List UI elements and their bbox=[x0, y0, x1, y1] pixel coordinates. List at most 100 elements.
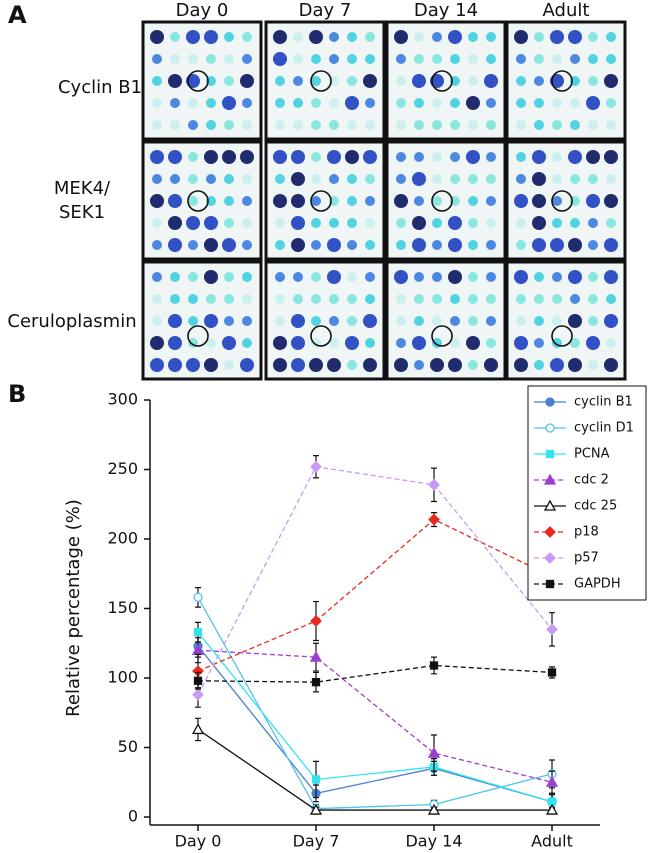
blot-spot bbox=[311, 120, 321, 130]
blot-spot bbox=[222, 96, 236, 110]
blot-spot bbox=[242, 54, 252, 64]
blot-spot bbox=[414, 54, 424, 64]
blot-spot bbox=[394, 194, 408, 208]
marker bbox=[545, 803, 559, 815]
blot-spot bbox=[430, 74, 444, 88]
blot-spot bbox=[432, 120, 442, 130]
blot-spot bbox=[365, 98, 375, 108]
blot-spot bbox=[414, 294, 424, 304]
blot-spot bbox=[206, 338, 216, 348]
blot-spot bbox=[552, 196, 562, 206]
marker bbox=[547, 668, 557, 677]
blot-spot bbox=[291, 194, 305, 208]
blot-spot bbox=[570, 54, 580, 64]
blot-spot bbox=[345, 336, 359, 350]
blot-spot bbox=[432, 240, 442, 250]
marker bbox=[191, 723, 205, 735]
legend-label: p18 bbox=[574, 525, 599, 540]
blot-spot bbox=[468, 272, 478, 282]
blot-spot bbox=[347, 240, 357, 250]
column-label: Day 14 bbox=[414, 0, 478, 21]
blot-spot bbox=[432, 316, 442, 326]
blot-spot bbox=[604, 270, 618, 284]
blot-spot bbox=[363, 74, 377, 88]
blot-spot bbox=[586, 336, 600, 350]
blot-spot bbox=[224, 294, 234, 304]
blot-spot bbox=[412, 74, 426, 88]
marker bbox=[545, 775, 559, 787]
blot-spot bbox=[448, 238, 462, 252]
blot-spot bbox=[152, 316, 162, 326]
blot-spot bbox=[552, 54, 562, 64]
blot-spot bbox=[486, 54, 496, 64]
blot-spot bbox=[568, 150, 582, 164]
blot-spot bbox=[188, 120, 198, 130]
blot-spot bbox=[222, 336, 236, 350]
blot-spot bbox=[414, 360, 424, 370]
highlight-ring bbox=[551, 70, 573, 92]
blot-spot bbox=[273, 150, 287, 164]
blot-spot bbox=[224, 174, 234, 184]
blot-spot bbox=[206, 294, 216, 304]
blot-spot bbox=[275, 316, 285, 326]
blot-spot bbox=[293, 98, 303, 108]
highlight-ring bbox=[310, 325, 332, 347]
blot-spot bbox=[450, 174, 460, 184]
blot-spot bbox=[170, 98, 180, 108]
blot-spot bbox=[588, 120, 598, 130]
blot-spot bbox=[291, 238, 305, 252]
series-line bbox=[197, 649, 553, 783]
blot-spot bbox=[365, 272, 375, 282]
blot-spot bbox=[365, 120, 375, 130]
blot-spot bbox=[514, 358, 528, 372]
blot-spot bbox=[347, 196, 357, 206]
blot-spot bbox=[365, 294, 375, 304]
legend-label: PCNA bbox=[574, 447, 610, 462]
blot-spot bbox=[293, 54, 303, 64]
blot-spot bbox=[311, 272, 321, 282]
marker bbox=[429, 661, 439, 670]
column-label: Day 7 bbox=[299, 0, 352, 21]
blot-spot bbox=[396, 98, 406, 108]
blot-spot bbox=[365, 54, 375, 64]
blot-spot bbox=[204, 216, 218, 230]
blot-spot bbox=[468, 120, 478, 130]
blot-spot bbox=[534, 316, 544, 326]
blot-spot bbox=[365, 240, 375, 250]
blot-spot bbox=[347, 76, 357, 86]
blot-spot bbox=[432, 54, 442, 64]
x-tick-label: Adult bbox=[531, 832, 573, 851]
blot-spot bbox=[570, 338, 580, 348]
blot-spot bbox=[224, 360, 234, 370]
legend-label: p57 bbox=[574, 551, 599, 566]
marker bbox=[309, 650, 323, 662]
blot-frame bbox=[141, 260, 263, 381]
blot-spot bbox=[345, 150, 359, 164]
blot-spot bbox=[309, 30, 323, 44]
blot-spot bbox=[311, 152, 321, 162]
highlight-ring bbox=[431, 325, 453, 347]
marker bbox=[546, 623, 558, 636]
blot-spot bbox=[396, 294, 406, 304]
blot-spot bbox=[204, 314, 218, 328]
blot-spot bbox=[291, 314, 305, 328]
blot-spot bbox=[291, 216, 305, 230]
blot-spot bbox=[412, 172, 426, 186]
blot-spot bbox=[550, 238, 564, 252]
highlight-ring bbox=[551, 190, 573, 212]
blot-spot bbox=[534, 338, 544, 348]
blot-spot bbox=[414, 152, 424, 162]
legend-marker bbox=[545, 397, 555, 407]
blot-spot bbox=[448, 358, 462, 372]
blot-spot bbox=[396, 174, 406, 184]
blot-spot bbox=[486, 338, 496, 348]
blot-spot bbox=[414, 196, 424, 206]
blot-spot bbox=[273, 358, 287, 372]
y-tick-label: 150 bbox=[107, 598, 138, 617]
blot-spot bbox=[412, 238, 426, 252]
blot-spot bbox=[432, 174, 442, 184]
y-axis-label: Relative percentage (%) bbox=[63, 499, 84, 717]
blot-spot bbox=[468, 316, 478, 326]
blot-spot bbox=[486, 152, 496, 162]
highlight-ring bbox=[551, 325, 573, 347]
